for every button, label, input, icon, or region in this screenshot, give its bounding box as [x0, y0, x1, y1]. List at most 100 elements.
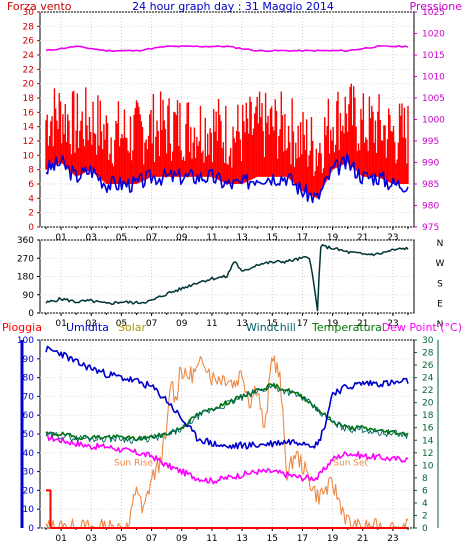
pressure-line — [45, 44, 409, 53]
y-tick-label: 20 — [23, 80, 35, 90]
y-tick-label: 8 — [28, 166, 34, 176]
y2-tick-label: 4 — [422, 499, 428, 509]
windchill-line — [45, 384, 409, 444]
x-tick-label: 09 — [176, 534, 188, 544]
y-tick-label: 10 — [23, 505, 35, 515]
y2-tick-label: 1000 — [422, 116, 445, 126]
y-tick-label: 2 — [28, 209, 34, 219]
y2-tick-label: 1020 — [422, 30, 445, 40]
y2-tick-label: 2 — [422, 511, 428, 521]
x-tick-label: 07 — [146, 233, 157, 243]
y-tick-label: 270 — [17, 254, 34, 264]
left-axis-title: Forza vento — [7, 0, 72, 13]
x-tick-label: 21 — [357, 233, 368, 243]
wind-speed-line — [45, 153, 409, 204]
x-tick-label: 07 — [146, 319, 157, 329]
x-tick-label: 21 — [357, 534, 368, 544]
x-tick-label: 03 — [86, 534, 97, 544]
x-tick-label: 17 — [297, 319, 308, 329]
y2-tick-label: 20 — [422, 399, 434, 409]
dewpoint-legend: Dew Point (°C) — [382, 321, 462, 334]
y2-tick-label: 985 — [422, 180, 439, 190]
x-tick-label: 17 — [297, 233, 308, 243]
x-tick-label: 17 — [297, 534, 308, 544]
plot-area-1 — [39, 11, 415, 228]
x-tick-label: 19 — [327, 319, 339, 329]
x-tick-label: 15 — [267, 534, 278, 544]
x-tick-label: 13 — [236, 233, 247, 243]
y-tick-label: 360 — [17, 236, 34, 246]
compass-label: E — [437, 300, 443, 310]
y-tick-label: 18 — [23, 94, 35, 104]
y2-tick-label: 26 — [422, 361, 434, 371]
y-tick-label: 60 — [23, 411, 35, 421]
y-tick-label: 20 — [23, 486, 35, 496]
x-tick-label: 01 — [55, 319, 66, 329]
dewpoint-line — [45, 433, 409, 485]
humidity-legend: Umidita — [66, 321, 109, 334]
y-tick-label: 10 — [23, 151, 35, 161]
y2-tick-label: 1005 — [422, 94, 445, 104]
y2-tick-label: 24 — [422, 374, 434, 384]
x-tick-label: 11 — [206, 319, 217, 329]
x-tick-label: 09 — [176, 233, 188, 243]
x-tick-label: 09 — [176, 319, 188, 329]
x-tick-label: 23 — [387, 534, 398, 544]
compass-label: S — [437, 279, 443, 289]
humidity-line — [45, 345, 409, 450]
y-tick-label: 4 — [28, 194, 34, 204]
x-tick-label: 03 — [86, 319, 97, 329]
wind-direction-line — [45, 244, 409, 312]
x-tick-label: 05 — [116, 534, 127, 544]
y2-tick-label: 30 — [422, 336, 434, 346]
x-tick-label: 23 — [387, 319, 398, 329]
y2-tick-label: 6 — [422, 486, 428, 496]
x-tick-label: 15 — [267, 319, 278, 329]
y-tick-label: 50 — [23, 430, 35, 440]
y-tick-label: 30 — [23, 8, 35, 18]
y2-tick-label: 14 — [422, 436, 434, 446]
y-tick-label: 22 — [23, 65, 34, 75]
y2-tick-label: 1025 — [422, 8, 445, 18]
y-tick-label: 24 — [23, 51, 35, 61]
x-tick-label: 11 — [206, 534, 217, 544]
compass-label: N — [437, 320, 444, 330]
temperature-legend: Temperatura — [311, 321, 382, 334]
y-tick-label: 12 — [23, 137, 34, 147]
compass-label: W — [436, 259, 445, 269]
rain-legend: Pioggia — [2, 321, 42, 334]
y2-tick-label: 8 — [422, 474, 428, 484]
x-tick-label: 13 — [236, 534, 247, 544]
y2-tick-label: 22 — [422, 386, 433, 396]
y-tick-label: 0 — [28, 223, 34, 233]
y2-tick-label: 28 — [422, 349, 434, 359]
x-tick-label: 05 — [116, 319, 127, 329]
y2-tick-label: 975 — [422, 223, 439, 233]
x-tick-label: 03 — [86, 233, 97, 243]
y2-tick-label: 12 — [422, 449, 433, 459]
y-tick-label: 80 — [23, 374, 35, 384]
y-tick-label: 40 — [23, 449, 35, 459]
x-tick-label: 11 — [206, 233, 217, 243]
y2-tick-label: 1010 — [422, 73, 445, 83]
sunrise-annotation: Sun Rise — [114, 458, 153, 468]
x-tick-label: 21 — [357, 319, 368, 329]
y2-tick-label: 1015 — [422, 51, 445, 61]
x-tick-label: 23 — [387, 233, 398, 243]
y-tick-label: 6 — [28, 180, 34, 190]
y2-tick-label: 990 — [422, 159, 439, 169]
x-tick-label: 19 — [327, 233, 339, 243]
x-tick-label: 19 — [327, 534, 339, 544]
x-tick-label: 13 — [236, 319, 247, 329]
rain-line — [46, 489, 408, 529]
y2-tick-label: 995 — [422, 137, 439, 147]
x-tick-label: 05 — [116, 233, 127, 243]
y-tick-label: 14 — [23, 123, 35, 133]
y2-tick-label: 980 — [422, 202, 439, 212]
y-tick-label: 180 — [17, 273, 34, 283]
y-tick-label: 0 — [28, 524, 34, 534]
x-tick-label: 01 — [55, 233, 66, 243]
x-tick-label: 15 — [267, 233, 278, 243]
y2-tick-label: 10 — [422, 461, 434, 471]
